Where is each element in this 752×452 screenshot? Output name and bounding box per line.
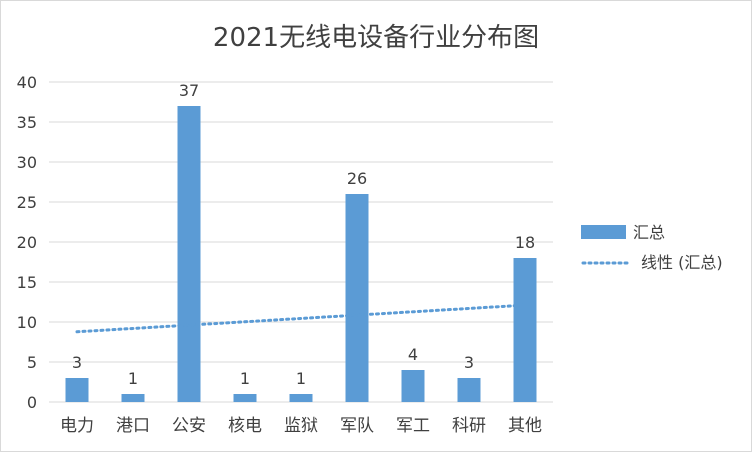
y-tick-label: 20: [17, 233, 37, 252]
legend: 汇总 线性 (汇总): [581, 223, 723, 272]
legend-swatch-series: [581, 225, 626, 239]
bar-核电: [233, 394, 257, 402]
x-category-label: 监狱: [284, 416, 318, 436]
data-label: 3: [72, 353, 82, 372]
bar-军工: [401, 370, 425, 402]
trendline: [75, 303, 527, 334]
data-label: 26: [347, 169, 367, 188]
bar-监狱: [289, 394, 313, 402]
y-tick-label: 35: [17, 113, 37, 132]
y-tick-label: 30: [17, 153, 37, 172]
bar-港口: [121, 394, 145, 402]
data-label: 1: [296, 369, 306, 388]
x-category-label: 港口: [116, 416, 150, 436]
legend-label-trendline: 线性 (汇总): [641, 253, 723, 272]
bar-电力: [65, 378, 89, 402]
data-label: 4: [408, 345, 418, 364]
data-label: 18: [515, 233, 535, 252]
data-label: 1: [128, 369, 138, 388]
bar-科研: [457, 378, 481, 402]
y-tick-label: 15: [17, 273, 37, 292]
data-labels-layer: 3 1 37 1 1 26 4 3 18: [72, 81, 535, 388]
chart-title: 2021无线电设备行业分布图: [213, 23, 539, 53]
y-tick-label: 10: [17, 313, 37, 332]
y-tick-label: 40: [17, 73, 37, 92]
x-category-label: 核电: [228, 416, 262, 436]
x-category-label: 科研: [452, 416, 486, 436]
legend-label-series: 汇总: [633, 223, 665, 242]
data-label: 37: [179, 81, 199, 100]
x-axis-categories: 电力 港口 公安 核电 监狱 军队 军工 科研 其他: [60, 416, 542, 436]
trendline-layer: [75, 303, 527, 334]
data-label: 1: [240, 369, 250, 388]
bar-公安: [177, 106, 201, 402]
bar-军队: [345, 194, 369, 402]
x-category-label: 公安: [172, 416, 206, 436]
y-tick-label: 0: [27, 393, 37, 412]
y-tick-label: 25: [17, 193, 37, 212]
bar-其他: [513, 258, 537, 402]
x-category-label: 其他: [508, 416, 542, 436]
x-category-label: 军队: [340, 416, 374, 436]
y-axis-ticks: 0 5 10 15 20 25 30 35 40: [17, 73, 37, 412]
y-tick-label: 5: [27, 353, 37, 372]
x-category-label: 电力: [60, 416, 94, 436]
bars-layer: [65, 106, 537, 402]
grid-layer: [49, 81, 553, 403]
data-label: 3: [464, 353, 474, 372]
x-category-label: 军工: [396, 416, 430, 436]
